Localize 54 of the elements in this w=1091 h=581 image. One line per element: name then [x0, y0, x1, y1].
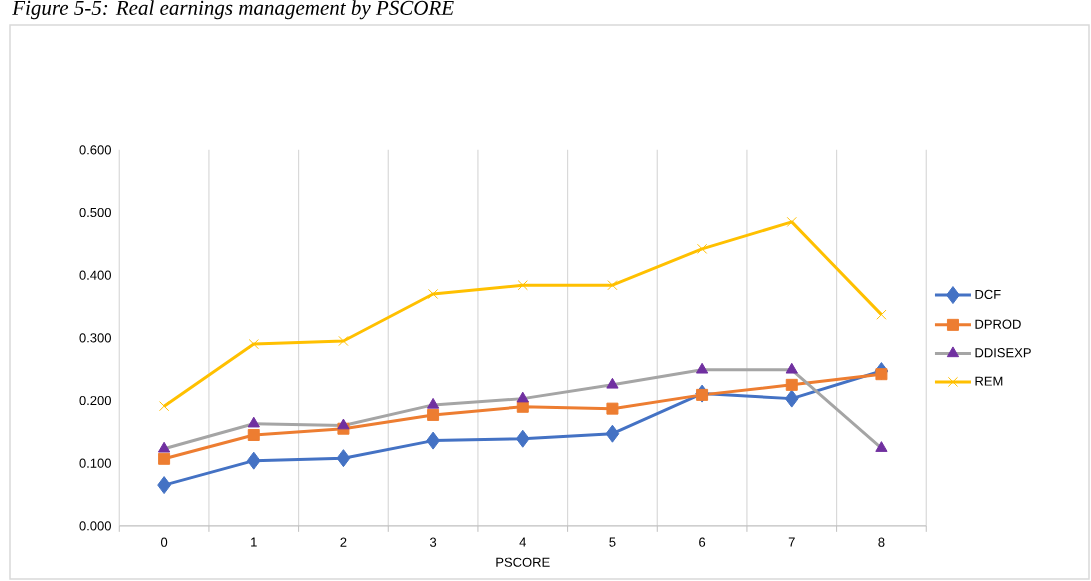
point [248, 339, 259, 350]
point [605, 424, 620, 443]
point [247, 416, 260, 428]
legend-label: REM [975, 376, 1003, 386]
point [786, 216, 797, 227]
point [336, 449, 351, 468]
y-tick-label: 0.300 [79, 333, 111, 343]
point [875, 368, 888, 381]
x-axis-title: PSCORE [496, 557, 550, 567]
point [427, 408, 440, 421]
point [876, 309, 887, 320]
point [158, 452, 171, 465]
point [606, 402, 619, 415]
legend-label: DDISEXP [975, 348, 1031, 358]
y-tick-label: 0.500 [79, 207, 111, 218]
y-tick-label: 0.600 [79, 145, 111, 155]
y-tick-label: 0.000 [79, 521, 111, 531]
point [785, 362, 798, 374]
x-tick-label: 1 [251, 537, 257, 547]
point [697, 243, 708, 254]
point [606, 377, 619, 389]
point [428, 288, 439, 300]
x-tick-label: 2 [340, 537, 347, 547]
y-tick-label: 0.100 [79, 458, 111, 468]
point [784, 389, 799, 408]
point [517, 280, 528, 291]
point [157, 441, 171, 453]
x-tick-label: 4 [519, 537, 526, 547]
x-tick-label: 6 [699, 537, 706, 547]
x-tick-label: 7 [788, 537, 795, 547]
point [515, 429, 530, 448]
point [516, 391, 529, 403]
point [426, 397, 440, 409]
point [607, 280, 618, 291]
point [695, 362, 709, 374]
y-tick-label: 0.400 [79, 270, 111, 280]
x-tick-label: 3 [429, 537, 437, 547]
point [247, 428, 260, 441]
point [875, 441, 888, 452]
point [337, 418, 350, 430]
point [785, 378, 798, 391]
point [246, 451, 261, 470]
legend-label: DPROD [975, 319, 1021, 329]
point [157, 476, 171, 495]
x-tick-label: 0 [161, 537, 168, 547]
chart-title: Figure 5-5: Real earnings management by PSCORE [12, 0, 454, 20]
y-tick-label: 0.200 [79, 395, 111, 406]
point [696, 388, 709, 401]
point [159, 401, 170, 412]
x-tick-label: 8 [878, 537, 885, 547]
legend-label: DCF [975, 289, 1001, 299]
point [338, 335, 349, 347]
x-tick-label: 5 [609, 537, 616, 547]
point [426, 431, 440, 450]
